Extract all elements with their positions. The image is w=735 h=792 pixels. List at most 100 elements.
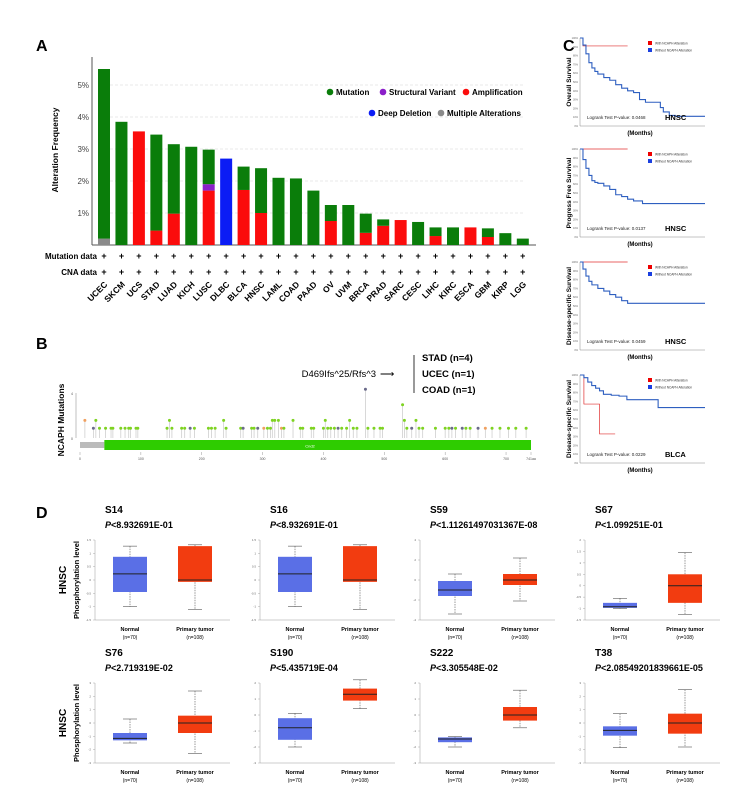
box-y-tick-label: -2 bbox=[253, 745, 256, 749]
cna-data-marker: + bbox=[468, 267, 473, 277]
x-tick-label: 300 bbox=[260, 457, 266, 461]
lollipop-head bbox=[256, 426, 260, 430]
lollipop-head bbox=[447, 426, 451, 430]
km-y-tick-label: 30% bbox=[573, 436, 579, 439]
bar-gbm-amplification bbox=[481, 237, 494, 245]
legend-unaltered-swatch bbox=[648, 385, 652, 389]
bar-uvm-mutation bbox=[342, 205, 355, 245]
lollipop-head bbox=[363, 387, 367, 391]
bar-lusc-mutation bbox=[202, 149, 215, 185]
p-value-text: P<8.932691E-01 bbox=[270, 520, 338, 530]
km-y-tick-label: 50% bbox=[573, 305, 579, 308]
bar-kich-mutation bbox=[185, 146, 198, 245]
box-y-tick-label: -1 bbox=[578, 607, 581, 611]
lollipop-head bbox=[410, 426, 414, 430]
km-y-tick-label: 50% bbox=[573, 192, 579, 195]
mutation-data-marker: + bbox=[346, 251, 351, 261]
box-normal bbox=[113, 556, 147, 592]
km-y-tick-label: 80% bbox=[573, 166, 579, 169]
mutation-data-marker: + bbox=[363, 251, 368, 261]
lollipop-head bbox=[421, 426, 425, 430]
x-tick-label: 100 bbox=[138, 457, 144, 461]
mutation-data-marker: + bbox=[206, 251, 211, 261]
km-y-tick-label: 0% bbox=[574, 236, 578, 239]
cna-data-marker: + bbox=[381, 267, 386, 277]
site-title: S190 bbox=[270, 648, 294, 659]
group-label: Primary tumor bbox=[501, 627, 539, 633]
site-title: T38 bbox=[595, 648, 613, 659]
box-y-tick-label: 0 bbox=[89, 721, 91, 725]
cna-data-marker: + bbox=[258, 267, 263, 277]
legend-unaltered-swatch bbox=[648, 272, 652, 276]
box-y-tick-label: -2 bbox=[88, 748, 91, 752]
box-y-tick-label: -1 bbox=[413, 729, 416, 733]
km-y-tick-label: 90% bbox=[573, 270, 579, 273]
lollipop-head bbox=[417, 426, 421, 430]
cna-data-marker: + bbox=[206, 267, 211, 277]
mutation-data-marker: + bbox=[398, 251, 403, 261]
group-label: Primary tumor bbox=[666, 627, 704, 633]
legend-altered-swatch bbox=[648, 41, 652, 45]
km-y-tick-label: 0% bbox=[574, 462, 578, 465]
x-tick-label: 0 bbox=[79, 457, 81, 461]
box-y-tick-label: 1.5 bbox=[252, 538, 257, 542]
lollipop-head bbox=[506, 426, 510, 430]
box-y-tick-label: 1 bbox=[579, 561, 581, 565]
box-normal bbox=[113, 733, 147, 741]
km-y-tick-label: 40% bbox=[573, 201, 579, 204]
box-y-tick-label: 2 bbox=[579, 694, 581, 698]
y-axis-title: Alteration Frequency bbox=[50, 107, 60, 192]
cna-data-marker: + bbox=[311, 267, 316, 277]
lollipop-head bbox=[180, 426, 184, 430]
km-y-tick-label: 60% bbox=[573, 72, 579, 75]
km-y-tick-label: 100% bbox=[572, 374, 579, 377]
pvalue-text: Logrank Test P-value: 0.0137 bbox=[587, 226, 646, 231]
bar-lusc-structural-variant bbox=[202, 184, 215, 191]
legend-altered-swatch bbox=[648, 152, 652, 156]
box-y-tick-label: -3 bbox=[413, 761, 416, 765]
y-tick-label: 4 bbox=[71, 392, 73, 396]
lollipop-head bbox=[326, 426, 330, 430]
mutation-data-marker: + bbox=[520, 251, 525, 261]
lollipop-head bbox=[454, 426, 458, 430]
mutation-data-marker: + bbox=[450, 251, 455, 261]
km-y-tick-label: 70% bbox=[573, 287, 579, 290]
cna-data-marker: + bbox=[171, 267, 176, 277]
lollipop-head bbox=[129, 426, 133, 430]
legend-marker bbox=[379, 88, 387, 96]
lollipop-head bbox=[301, 426, 305, 430]
bar-brca-amplification bbox=[359, 232, 372, 245]
cna-data-marker: + bbox=[415, 267, 420, 277]
panel-label-c: C bbox=[563, 38, 575, 55]
box-y-tick-label: 1 bbox=[254, 697, 256, 701]
mutation-data-marker: + bbox=[276, 251, 281, 261]
site-title: S59 bbox=[430, 505, 448, 516]
bar-hnsc-mutation bbox=[255, 168, 268, 213]
x-tick-label: 700 bbox=[503, 457, 509, 461]
lollipop-head bbox=[279, 426, 283, 430]
km-y-tick-label: 50% bbox=[573, 81, 579, 84]
km-y-tick-label: 70% bbox=[573, 174, 579, 177]
km-curve-unaltered bbox=[580, 37, 705, 117]
box-y-tick-label: -2 bbox=[413, 745, 416, 749]
p-value-text: P<2.719319E-02 bbox=[105, 663, 173, 673]
mutation-data-marker: + bbox=[258, 251, 263, 261]
bar-sarc-amplification bbox=[394, 220, 407, 245]
group-n-label: (n=108) bbox=[676, 778, 694, 784]
legend-altered-label: With NCAPH Alteration bbox=[655, 266, 688, 270]
protein-backbone bbox=[80, 442, 105, 448]
mutation-data-marker: + bbox=[503, 251, 508, 261]
group-n-label: (n=70) bbox=[613, 635, 628, 641]
row-label-hnsc: HNSC bbox=[58, 566, 69, 594]
y-tick-label: 3% bbox=[77, 145, 89, 154]
lollipop-head bbox=[309, 426, 313, 430]
group-label: Normal bbox=[286, 627, 305, 633]
lollipop-head bbox=[443, 426, 447, 430]
box-y-tick-label: 1 bbox=[89, 551, 91, 555]
lollipop-head bbox=[136, 426, 140, 430]
km-y-tick-label: 40% bbox=[573, 314, 579, 317]
legend-label: Deep Deletion bbox=[378, 109, 431, 118]
site-title: S67 bbox=[595, 505, 613, 516]
bar-ov-mutation bbox=[324, 205, 337, 221]
pvalue-text: Logrank Test P-value: 0.0229 bbox=[587, 452, 646, 457]
